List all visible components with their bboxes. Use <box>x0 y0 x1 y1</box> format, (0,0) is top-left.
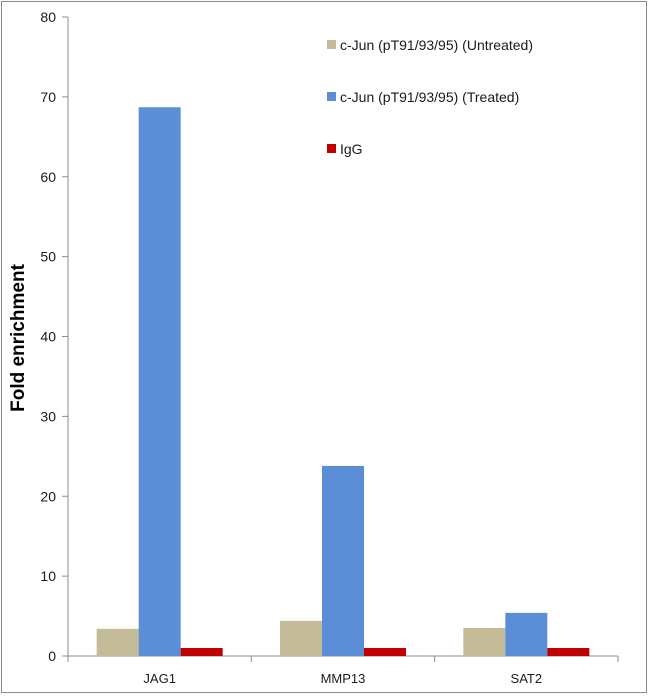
y-tick-label: 20 <box>40 488 56 504</box>
legend: c-Jun (pT91/93/95) (Untreated) c-Jun (pT9… <box>327 37 533 157</box>
legend-swatch <box>327 92 336 101</box>
bar <box>138 107 181 657</box>
legend-label: IgG <box>340 141 363 157</box>
legend-label: c-Jun (pT91/93/95) (Treated) <box>340 89 519 105</box>
bar <box>322 465 364 656</box>
y-tick-label: 50 <box>40 249 56 265</box>
bar <box>547 648 590 656</box>
legend-swatch <box>327 40 336 49</box>
x-tick-label: JAG1 <box>143 671 176 686</box>
y-tick-label: 40 <box>40 329 56 345</box>
y-tick-label: 10 <box>40 568 56 584</box>
y-tick-label: 80 <box>40 9 56 25</box>
legend-label: c-Jun (pT91/93/95) (Untreated) <box>340 37 533 53</box>
y-tick-label: 70 <box>40 89 56 105</box>
bars <box>96 107 590 657</box>
x-tick-label: SAT2 <box>511 671 543 686</box>
bar <box>280 620 322 656</box>
y-tick-label: 0 <box>48 648 56 664</box>
bar <box>180 648 223 656</box>
bar <box>364 648 406 656</box>
y-tick-label: 60 <box>40 169 56 185</box>
y-tick-label: 30 <box>40 408 56 424</box>
y-axis-label: Fold enrichment <box>8 263 29 411</box>
bar <box>505 612 548 656</box>
x-tick-label: MMP13 <box>321 671 366 686</box>
bar <box>463 628 506 656</box>
bar <box>96 628 139 656</box>
legend-swatch <box>327 144 336 153</box>
